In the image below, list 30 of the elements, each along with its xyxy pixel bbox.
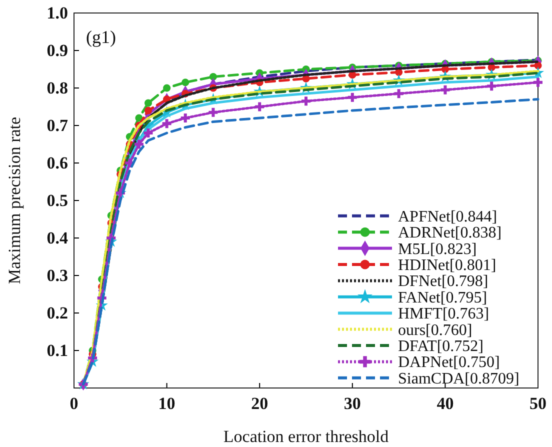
- x-tick-label: 20: [251, 394, 268, 414]
- y-tick-label: 1.0: [46, 3, 68, 22]
- y-tick-label: 0.7: [46, 116, 68, 135]
- x-tick-label: 10: [158, 394, 176, 414]
- legend-label: DFNet[0.798]: [398, 273, 488, 290]
- legend-label: ours[0.760]: [398, 322, 472, 339]
- x-axis-title: Location error threshold: [223, 427, 390, 446]
- y-tick-label: 0.9: [46, 40, 68, 60]
- annotation: (g1): [86, 27, 116, 47]
- y-tick-label: 0.3: [46, 266, 68, 285]
- y-tick-label: 0.4: [46, 228, 68, 248]
- y-tick-label: 0.6: [46, 153, 68, 172]
- legend-label: HDINet[0.801]: [398, 257, 496, 274]
- legend-label: HMFT[0.763]: [398, 306, 490, 323]
- y-tick-label: 0.1: [46, 340, 68, 360]
- legend-label: DAPNet[0.750]: [398, 354, 500, 372]
- x-tick-label: 30: [344, 394, 361, 414]
- legend-label: FANet[0.795]: [398, 289, 488, 306]
- legend-label: SiamCDA[0.8709]: [398, 370, 520, 388]
- legend-label: ADRNet[0.838]: [398, 224, 502, 242]
- y-axis-title: Maximum precision rate: [5, 116, 24, 284]
- legend-label: APFNet[0.844]: [398, 208, 498, 226]
- x-tick-label: 50: [530, 394, 546, 414]
- x-tick-label: 40: [436, 394, 454, 414]
- legend-label: M5L[0.823]: [398, 240, 477, 258]
- legend-label: DFAT[0.752]: [398, 338, 484, 355]
- y-tick-label: 0.2: [46, 303, 68, 322]
- y-tick-label: 0.8: [46, 78, 68, 98]
- x-tick-label: 0: [70, 394, 78, 414]
- y-tick-label: 0.5: [46, 190, 68, 210]
